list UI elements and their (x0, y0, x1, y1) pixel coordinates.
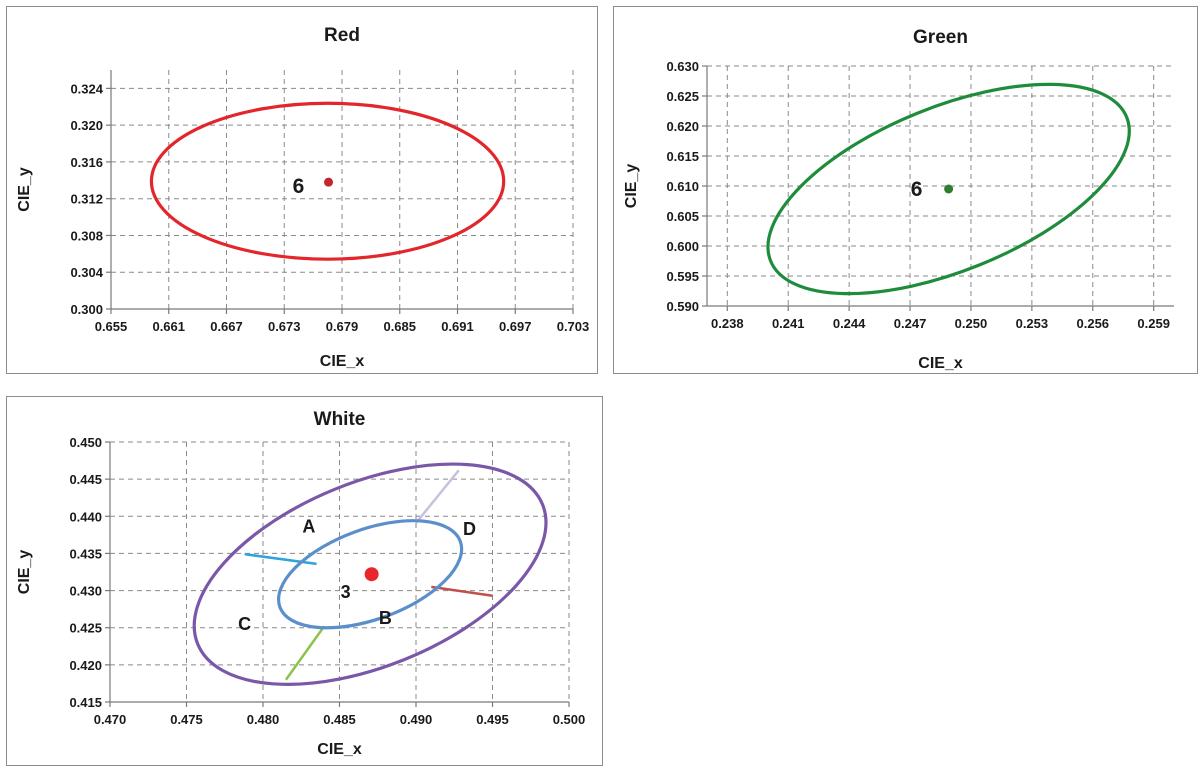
tolerance-ellipse (276, 519, 464, 630)
region-label: C (238, 614, 251, 634)
y-tick-label: 0.600 (666, 239, 699, 254)
y-tick-label: 0.324 (70, 81, 103, 96)
x-tick-label: 0.253 (1016, 316, 1049, 331)
data-point (324, 177, 334, 187)
data-point (364, 567, 379, 582)
connector-line (244, 552, 317, 566)
connector-line (415, 469, 460, 524)
y-tick-label: 0.308 (70, 228, 103, 243)
chart-panel-green: 0.238 0.241 0.244 0.247 0.250 0.253 0.256 0.259… (613, 6, 1198, 374)
x-tick-label: 0.480 (247, 712, 280, 727)
region-label: D (463, 519, 476, 539)
region-label: B (379, 608, 392, 628)
data-point-label: 6 (293, 175, 305, 198)
x-axis-label: CIE_x (320, 353, 365, 370)
x-tick-label: 0.697 (499, 319, 532, 334)
tolerance-ellipse (766, 82, 1131, 296)
y-tick-label: 0.610 (666, 179, 699, 194)
y-tick-label: 0.615 (666, 149, 699, 164)
tolerance-ellipse (192, 462, 548, 686)
x-axis-label: CIE_x (918, 355, 963, 372)
y-tick-label: 0.450 (69, 435, 102, 450)
x-tick-label: 0.485 (323, 712, 356, 727)
y-tick-label: 0.320 (70, 118, 103, 133)
x-tick-label: 0.691 (441, 319, 474, 334)
x-tick-label: 0.655 (95, 319, 128, 334)
y-axis-label: CIE_y (16, 550, 33, 595)
y-tick-label: 0.415 (69, 695, 102, 710)
y-tick-label: 0.440 (69, 509, 102, 524)
x-tick-label: 0.250 (955, 316, 988, 331)
chart-green: 0.238 0.241 0.244 0.247 0.250 0.253 0.256 0.259… (623, 27, 1174, 372)
y-axis-label: CIE_y (16, 167, 33, 212)
chart-title: Red (324, 25, 360, 46)
x-tick-label: 0.495 (476, 712, 509, 727)
x-tick-label: 0.244 (833, 316, 866, 331)
y-tick-label: 0.316 (70, 155, 103, 170)
chart-red: 0.655 0.661 0.667 0.673 0.679 0.685 0.691 0.697… (16, 25, 590, 370)
y-tick-label: 0.445 (69, 472, 102, 487)
chart-panel-white: 0.470 0.475 0.480 0.485 0.490 0.495 0.500 0.415… (6, 396, 603, 766)
x-tick-label: 0.247 (894, 316, 927, 331)
region-label: A (302, 517, 315, 537)
x-tick-label: 0.685 (383, 319, 416, 334)
chart-white: 0.470 0.475 0.480 0.485 0.490 0.495 0.500 0.415… (16, 409, 586, 758)
x-tick-label: 0.667 (210, 319, 243, 334)
x-tick-label: 0.475 (170, 712, 203, 727)
y-tick-label: 0.300 (70, 302, 103, 317)
y-tick-label: 0.590 (666, 299, 699, 314)
x-tick-label: 0.679 (326, 319, 359, 334)
data-point-label: 3 (341, 582, 351, 602)
y-tick-label: 0.304 (70, 265, 103, 280)
y-tick-label: 0.312 (70, 192, 103, 207)
y-tick-label: 0.425 (69, 621, 102, 636)
data-point-label: 6 (911, 178, 923, 201)
y-tick-label: 0.620 (666, 119, 699, 134)
chart-title: White (314, 409, 366, 430)
y-tick-label: 0.625 (666, 89, 699, 104)
y-axis-label: CIE_y (623, 164, 640, 209)
chart-title: Green (913, 27, 968, 48)
y-tick-label: 0.420 (69, 658, 102, 673)
y-tick-label: 0.630 (666, 59, 699, 74)
x-tick-label: 0.661 (152, 319, 185, 334)
tolerance-ellipse (149, 101, 506, 261)
x-tick-label: 0.238 (711, 316, 744, 331)
x-tick-label: 0.259 (1137, 316, 1170, 331)
x-tick-label: 0.490 (400, 712, 433, 727)
y-tick-label: 0.430 (69, 584, 102, 599)
connector-line (284, 625, 326, 681)
x-tick-label: 0.470 (94, 712, 127, 727)
x-tick-label: 0.256 (1077, 316, 1110, 331)
y-tick-label: 0.435 (69, 546, 102, 561)
connector-line (431, 585, 493, 598)
x-tick-label: 0.703 (557, 319, 590, 334)
x-tick-label: 0.673 (268, 319, 301, 334)
x-tick-label: 0.500 (553, 712, 586, 727)
x-axis-label: CIE_x (317, 741, 362, 758)
grid (109, 441, 570, 703)
x-tick-label: 0.241 (772, 316, 805, 331)
y-tick-label: 0.595 (666, 269, 699, 284)
y-tick-label: 0.605 (666, 209, 699, 224)
chart-panel-red: 0.655 0.661 0.667 0.673 0.679 0.685 0.691 0.697… (6, 6, 598, 374)
data-point (944, 184, 954, 194)
